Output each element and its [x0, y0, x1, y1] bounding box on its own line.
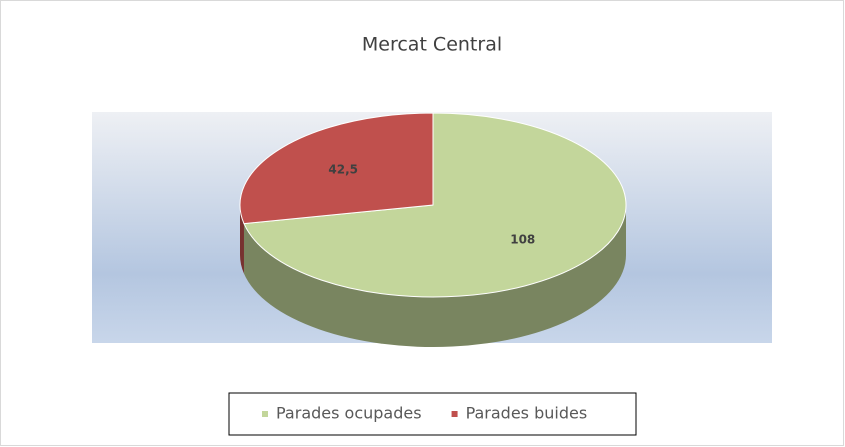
pie-slice: [239, 112, 434, 225]
legend-marker: [262, 411, 268, 417]
pie: 108 42,5: [239, 112, 627, 347]
pie-slice: [243, 112, 627, 298]
legend: Parades ocupades Parades buides: [262, 404, 587, 423]
legend-label: Parades buides: [466, 404, 588, 423]
pie-side: [243, 205, 626, 347]
legend-box: [228, 392, 637, 436]
data-label: 108: [510, 232, 535, 246]
chart-title: Mercat Central: [362, 34, 502, 56]
data-label: 42,5: [328, 163, 358, 177]
legend-marker: [451, 411, 458, 417]
legend-label: Parades ocupades: [276, 404, 422, 423]
